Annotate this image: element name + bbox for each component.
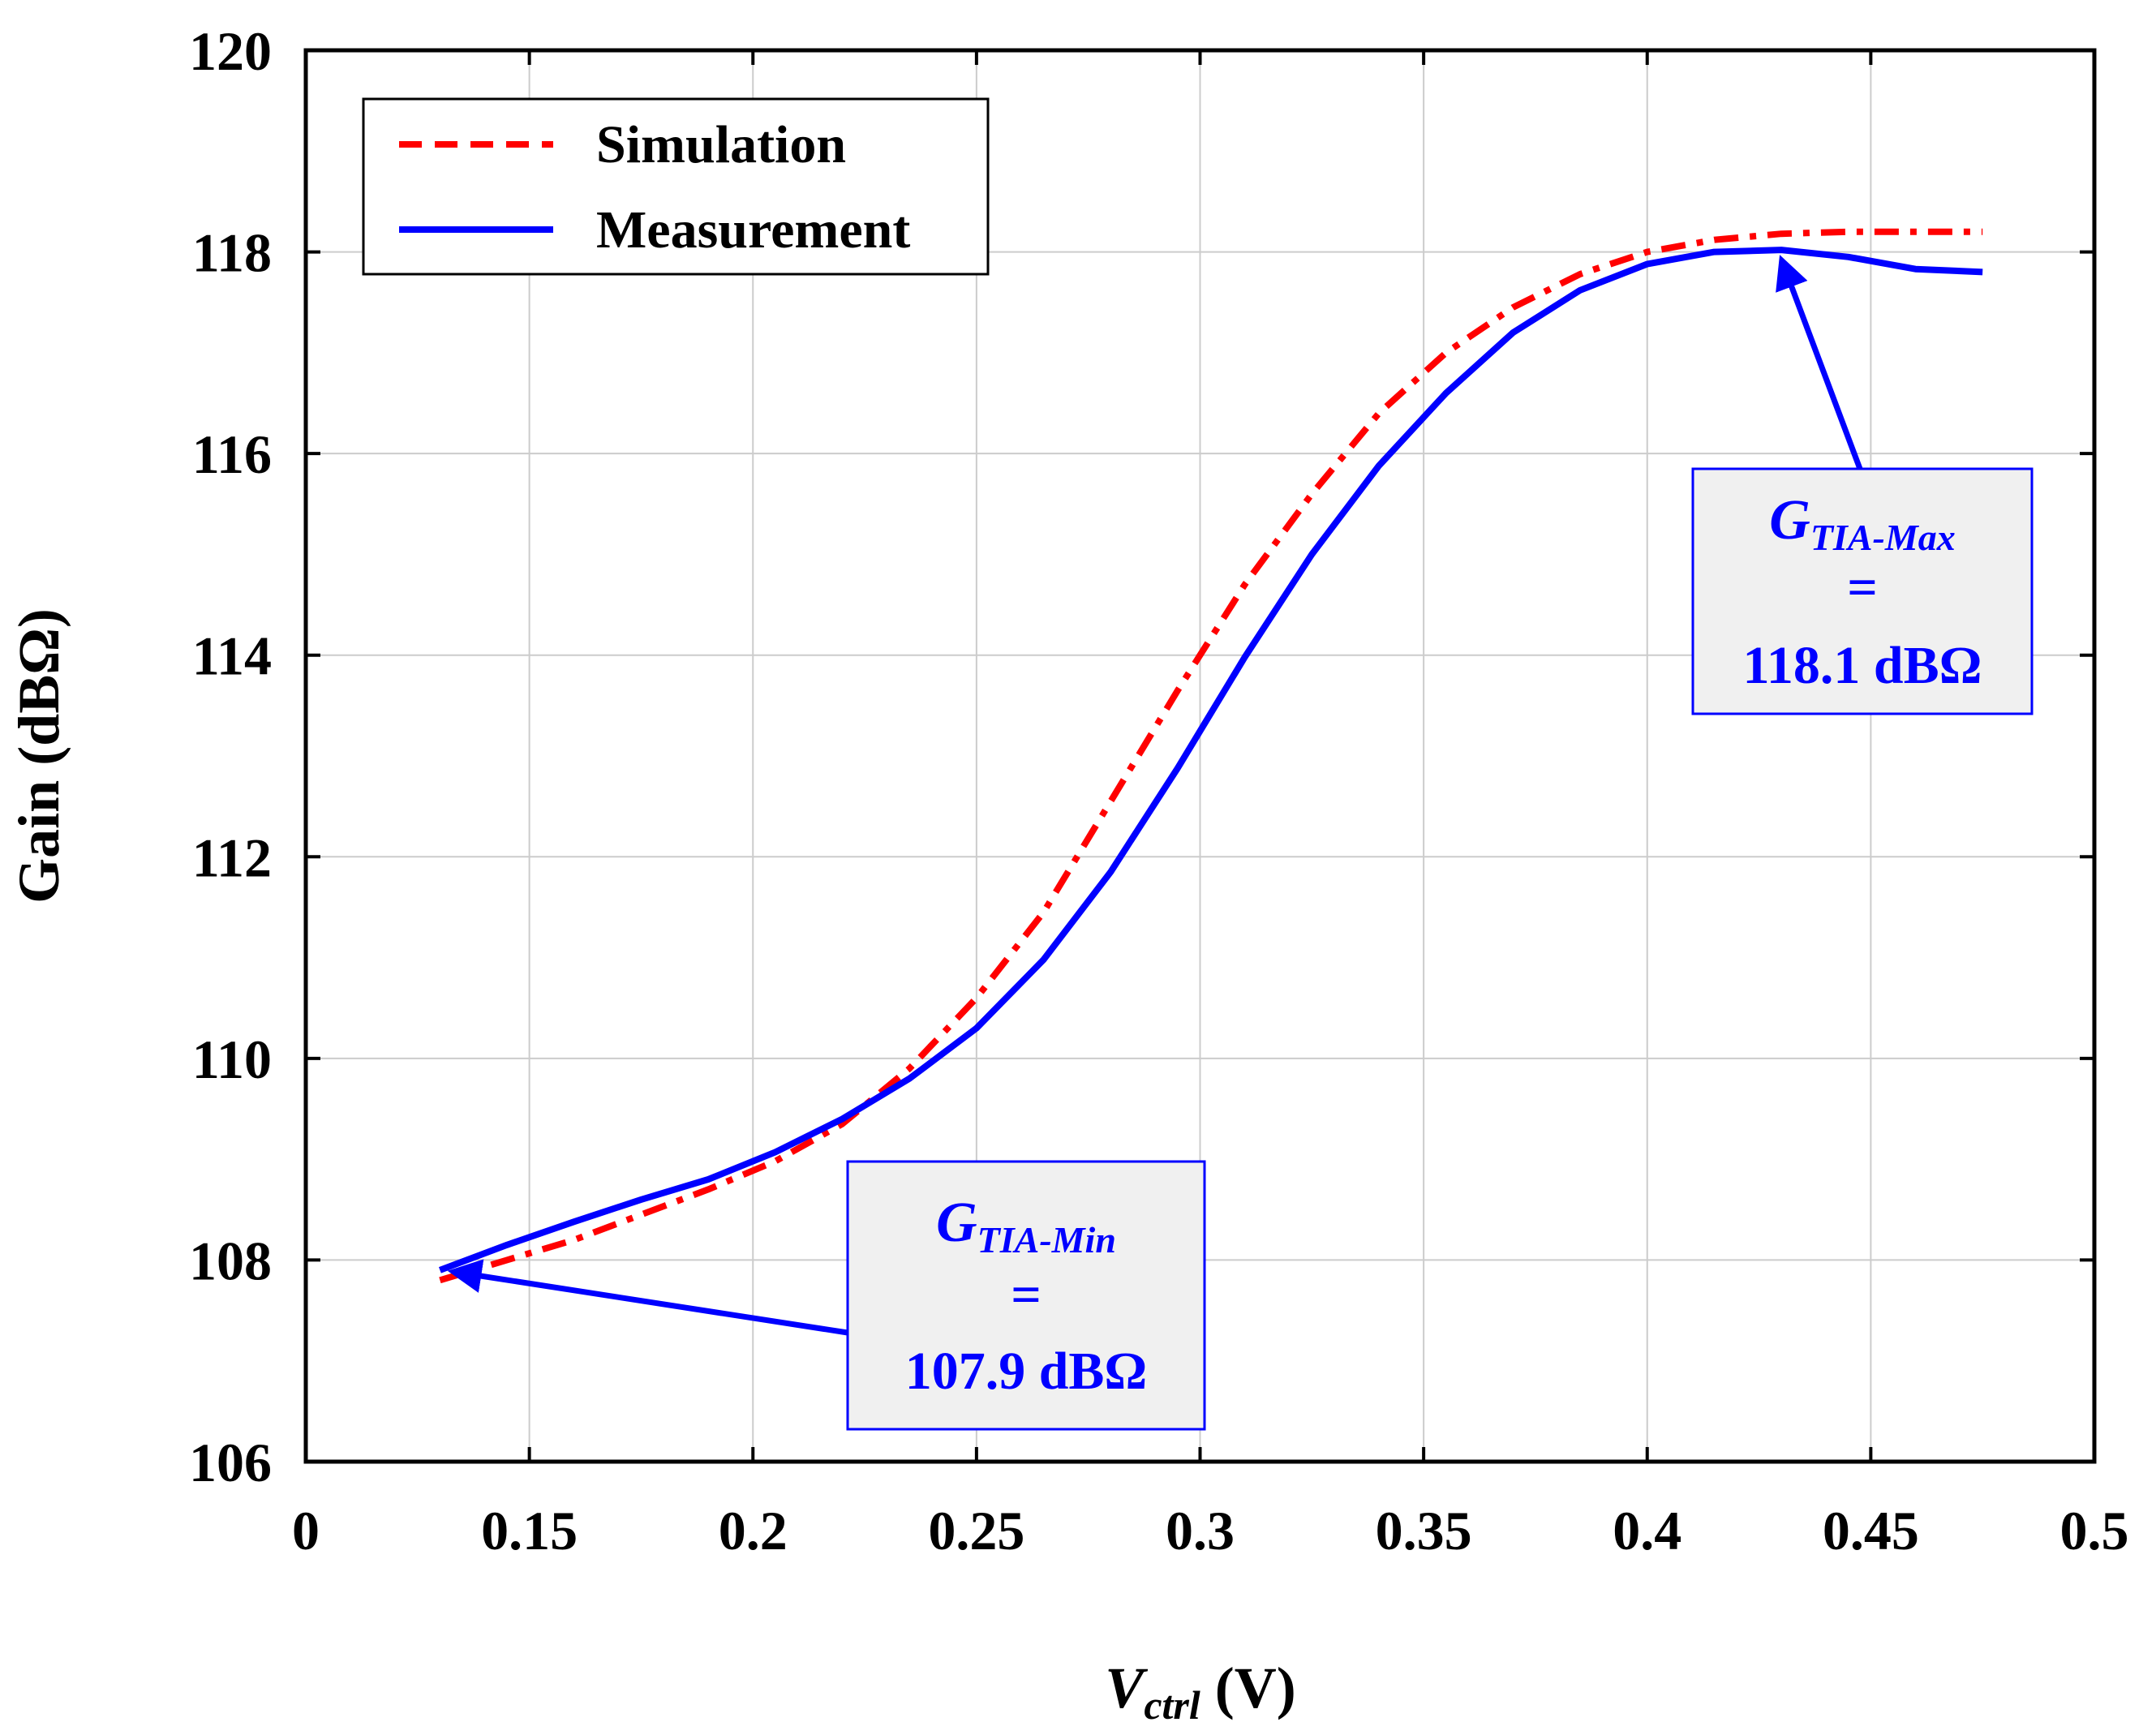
x-tick-label: 0 [292,1500,320,1561]
annotation-min-value: 107.9 dBΩ [905,1342,1148,1401]
annotation-min: GTIA-Min = 107.9 dBΩ [846,1160,1206,1431]
y-tick-label: 112 [192,827,272,888]
y-tick-label: 116 [192,423,272,485]
annotation-arrow-min [447,1259,848,1336]
series-lines [438,228,1983,1284]
legend-label-simulation: Simulation [596,115,846,174]
annotation-max-subscript: TIA-Max [1810,517,1956,558]
annotation-max-label: GTIA-Max [1769,489,1955,558]
x-tick-label: 0.35 [1376,1500,1472,1561]
series-line-measurement [438,247,1983,1273]
annotation-min-box [846,1160,1206,1431]
x-tick-label: 0.25 [928,1500,1024,1561]
annotation-max: GTIA-Max = 118.1 dBΩ [1691,467,2034,715]
x-tick-label: 0.2 [719,1500,788,1561]
annotation-max-box [1691,467,2034,715]
y-tick-label: 106 [189,1432,272,1493]
legend-box [362,97,990,276]
annotation-max-symbol: G [1769,489,1810,552]
x-tick-label: 0.4 [1613,1500,1681,1561]
x-tick-label: 0.5 [2060,1500,2129,1561]
legend: Simulation Measurement [362,97,990,276]
y-axis-title: Gain (dBΩ) [6,608,71,904]
annotation-arrow-max [1776,255,1863,470]
y-tick-label: 120 [189,20,272,82]
x-axis-title-symbol: V [1105,1656,1148,1720]
x-tick-label: 0.3 [1166,1500,1235,1561]
annotation-min-label: GTIA-Min [936,1192,1116,1260]
y-tick-label: 114 [192,625,272,687]
x-axis-title: Vctrl (V) [1105,1656,1295,1728]
legend-label-measurement: Measurement [596,200,910,260]
y-tick-label: 108 [189,1230,272,1291]
x-tick-label: 0.45 [1823,1500,1919,1561]
x-axis-ticks: 0 0.15 0.2 0.25 0.3 0.35 0.4 0.45 0.5 [292,50,2129,1561]
annotation-min-subscript: TIA-Min [977,1219,1116,1260]
x-tick-label: 0.15 [481,1500,578,1561]
annotation-min-equals: = [1011,1265,1041,1325]
y-tick-label: 110 [192,1029,272,1090]
x-axis-title-subscript: ctrl [1144,1682,1200,1728]
annotation-max-value: 118.1 dBΩ [1743,636,1982,695]
x-axis-title-unit: (V) [1200,1656,1296,1720]
y-tick-label: 118 [192,222,272,284]
annotation-min-symbol: G [936,1192,977,1254]
annotation-max-equals: = [1847,558,1878,617]
y-axis-ticks: 106 108 110 112 114 116 118 120 [189,20,2094,1493]
series-line-simulation [439,228,1983,1284]
